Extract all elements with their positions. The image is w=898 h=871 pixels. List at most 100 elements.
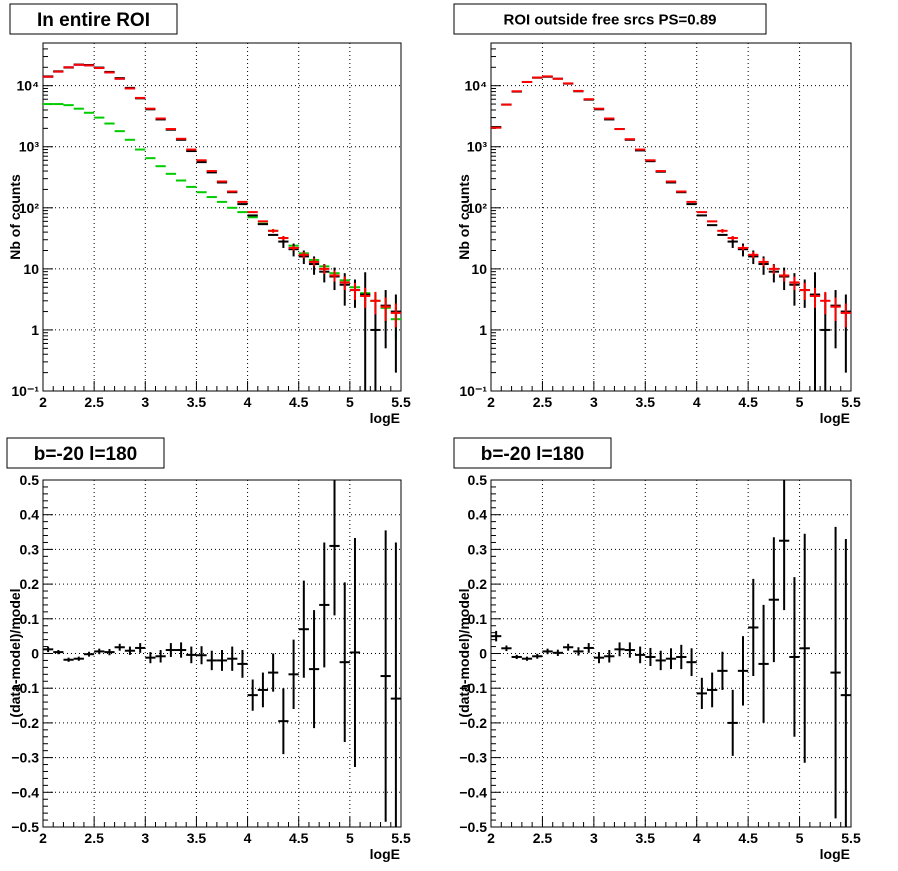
data-point — [779, 480, 790, 611]
x-tick-label: 5.5 — [391, 394, 411, 410]
y-tick-label: −0.1 — [459, 680, 487, 696]
data-point — [717, 651, 728, 690]
x-tick-label: 2 — [487, 830, 495, 846]
y-tick-label: 10 — [23, 261, 39, 277]
data-point — [278, 236, 289, 241]
y-tick-label: 0.4 — [468, 507, 488, 523]
x-tick-label: 3 — [590, 394, 598, 410]
x-tick-label: 4 — [693, 830, 701, 846]
y-axis-label: (data-model)/model — [456, 588, 472, 717]
x-axis-label: logE — [370, 846, 400, 862]
y-tick-label: 10 — [471, 261, 487, 277]
y-tick-label: −0.2 — [459, 715, 487, 731]
y-tick-label: 0.5 — [468, 472, 488, 488]
y-tick-label: 0.1 — [20, 611, 40, 627]
x-tick-label: 3.5 — [636, 394, 656, 410]
y-tick-label: 10⁴ — [465, 78, 488, 94]
x-tick-label: 2 — [39, 394, 47, 410]
x-tick-label: 5 — [796, 830, 804, 846]
chart-title: b=-20 l=180 — [481, 444, 585, 465]
data-point — [665, 648, 677, 670]
data-point — [491, 630, 502, 642]
y-tick-label: 0.4 — [20, 507, 40, 523]
x-tick-label: 4.5 — [289, 394, 309, 410]
x-tick-label: 2.5 — [84, 830, 104, 846]
data-point — [676, 644, 687, 670]
y-tick-label: −0.3 — [11, 750, 39, 766]
y-tick-label: 10² — [467, 200, 488, 216]
data-point — [186, 646, 197, 664]
y-tick-label: −0.5 — [11, 819, 39, 835]
x-tick-label: 4.5 — [289, 830, 309, 846]
y-tick-label: 0.2 — [468, 576, 488, 592]
chart-title-box — [9, 3, 178, 35]
y-tick-label: 0.2 — [20, 576, 40, 592]
y-tick-label: 0.3 — [468, 541, 488, 557]
chart-title: b=-20 l=180 — [34, 444, 138, 465]
plot-frame — [42, 42, 402, 392]
data-point — [380, 297, 391, 322]
x-tick-label: 5 — [346, 394, 354, 410]
data-point — [532, 653, 543, 659]
data-point — [145, 652, 156, 664]
x-tick-label: 5 — [346, 830, 354, 846]
y-tick-label: −0.4 — [11, 784, 39, 800]
data-point — [748, 251, 759, 259]
y-tick-label: 10³ — [19, 139, 40, 155]
data-point — [94, 648, 105, 655]
y-tick-label: −0.1 — [11, 680, 39, 696]
y-tick-label: 10⁻¹ — [11, 383, 39, 399]
data-point — [737, 245, 749, 251]
data-point — [583, 643, 594, 653]
y-tick-label: 1 — [479, 322, 487, 338]
data-point — [380, 530, 391, 822]
data-point — [319, 542, 330, 668]
data-point — [727, 689, 738, 756]
data-point — [73, 656, 84, 661]
data-point — [501, 645, 512, 652]
data-point — [278, 688, 289, 755]
data-point — [237, 650, 248, 678]
data-point — [175, 642, 187, 658]
chart-title: In entire ROI — [37, 10, 150, 31]
chart-title-box — [453, 3, 767, 35]
data-point — [840, 538, 851, 827]
data-point — [737, 636, 749, 706]
data-point — [339, 276, 350, 291]
data-point — [43, 646, 54, 653]
x-axis-label: logE — [820, 410, 850, 426]
x-tick-label: 4 — [693, 394, 701, 410]
data-point — [614, 642, 625, 657]
data-point — [308, 258, 320, 267]
data-point — [768, 264, 779, 275]
data-point — [645, 647, 656, 666]
x-tick-label: 4.5 — [738, 394, 758, 410]
data-point — [390, 303, 401, 328]
data-layer — [491, 75, 851, 391]
plot-frame — [490, 42, 852, 392]
data-point — [104, 648, 115, 656]
data-point — [552, 649, 563, 656]
data-point — [114, 643, 125, 651]
data-point — [124, 646, 136, 655]
data-point — [717, 228, 728, 233]
data-point — [809, 287, 821, 308]
data-point — [268, 653, 279, 692]
data-point — [655, 650, 666, 671]
data-point — [511, 654, 522, 660]
x-tick-label: 4.5 — [738, 830, 758, 846]
x-tick-label: 3 — [141, 830, 149, 846]
data-point — [196, 646, 207, 665]
y-tick-label: 10³ — [467, 139, 488, 155]
y-tick-label: −0.3 — [459, 750, 487, 766]
data-point — [319, 264, 330, 275]
x-tick-label: 4 — [244, 830, 252, 846]
data-point — [727, 236, 738, 241]
data-point — [288, 639, 299, 710]
x-tick-label: 2.5 — [533, 830, 553, 846]
y-tick-label: 10² — [19, 200, 40, 216]
y-axis-label: Nb of counts — [456, 174, 472, 260]
data-point — [604, 650, 615, 663]
chart-title-box — [453, 437, 612, 469]
x-tick-label: 3 — [141, 394, 149, 410]
